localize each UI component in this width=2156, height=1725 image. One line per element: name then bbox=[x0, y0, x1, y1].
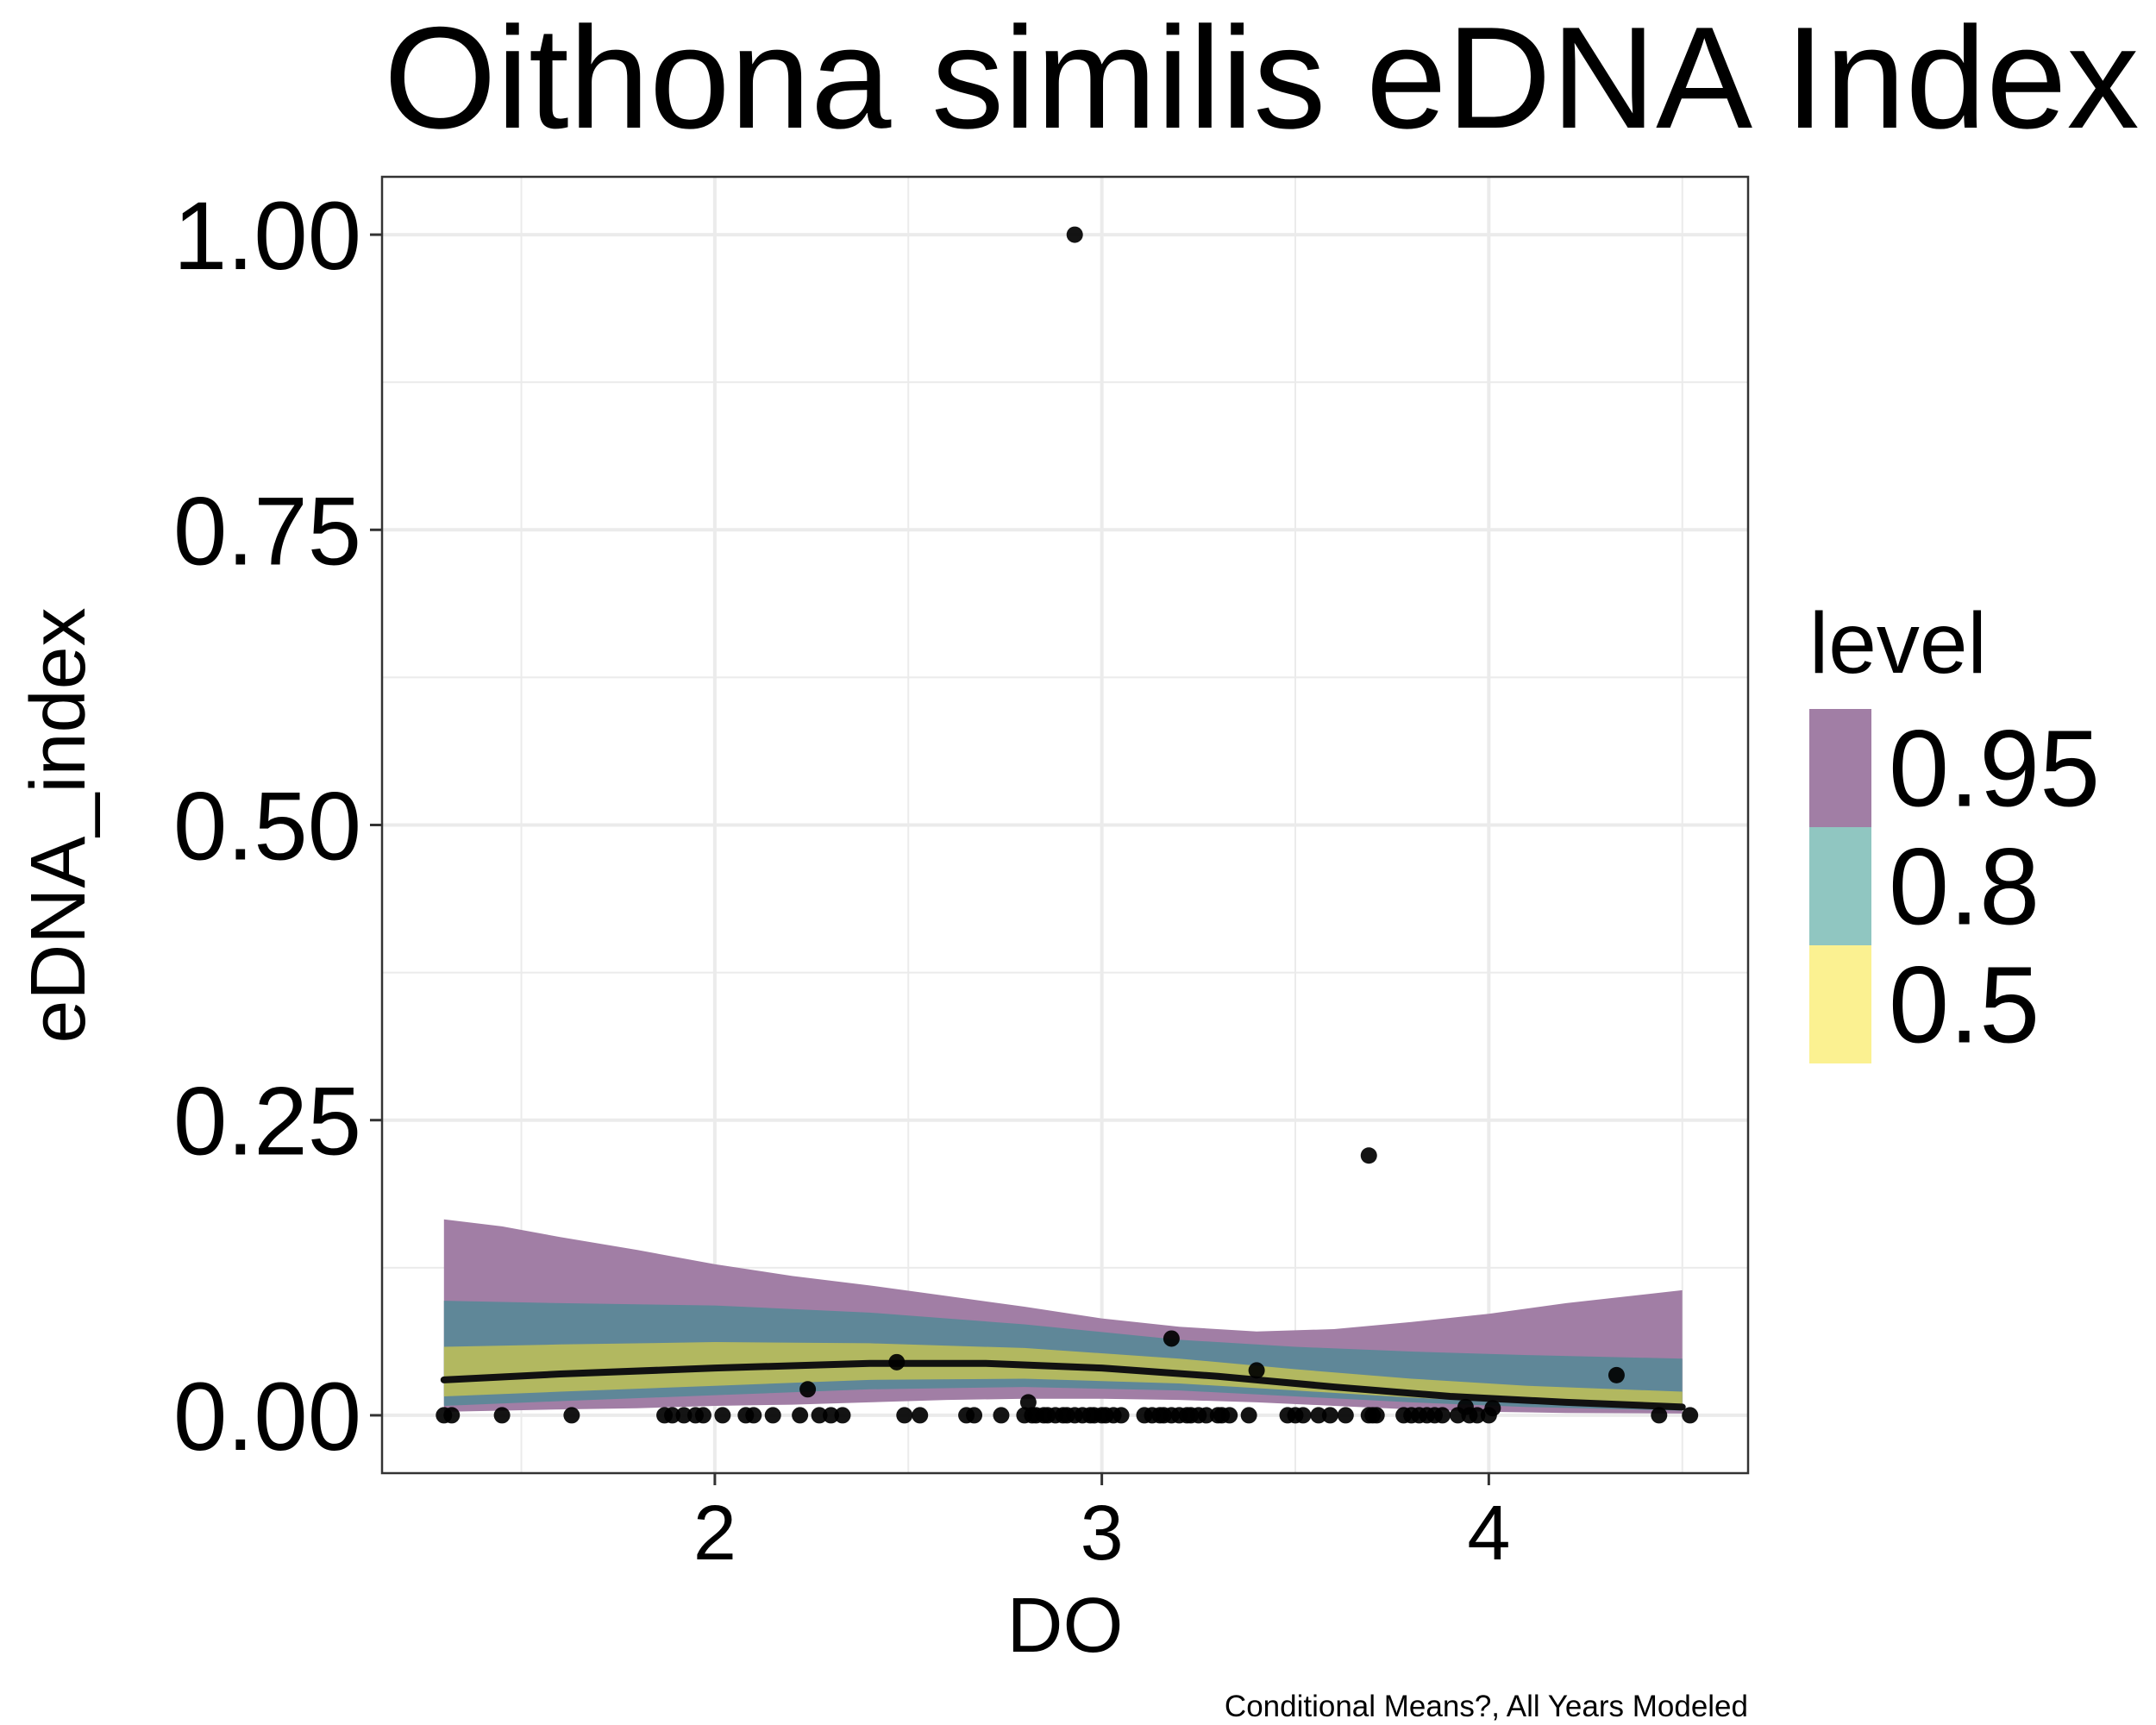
data-point bbox=[1112, 1407, 1130, 1424]
data-point bbox=[799, 1381, 817, 1398]
data-point bbox=[823, 1407, 840, 1424]
data-point bbox=[1368, 1407, 1385, 1424]
data-point bbox=[1248, 1362, 1265, 1379]
major-gridlines bbox=[382, 177, 1748, 1473]
legend-label: 0.95 bbox=[1889, 708, 2100, 830]
median-line bbox=[440, 1359, 1686, 1411]
data-point bbox=[1337, 1407, 1354, 1424]
data-point bbox=[1198, 1407, 1215, 1424]
legend-key-095 bbox=[1809, 709, 1871, 827]
data-point bbox=[993, 1407, 1010, 1424]
legend: level 0.950.80.5 bbox=[1809, 595, 2100, 1066]
y-axis-title: eDNA_index bbox=[16, 607, 102, 1043]
data-point bbox=[1360, 1147, 1377, 1164]
legend-label: 0.5 bbox=[1889, 944, 2040, 1066]
y-tick-label: 0.00 bbox=[173, 1363, 361, 1471]
data-point bbox=[1651, 1407, 1668, 1424]
legend-label: 0.8 bbox=[1889, 826, 2040, 948]
data-point bbox=[834, 1407, 851, 1424]
x-tick-label: 4 bbox=[1467, 1490, 1510, 1577]
data-point bbox=[764, 1407, 781, 1424]
data-point bbox=[912, 1407, 929, 1424]
x-axis-title: DO bbox=[1007, 1583, 1124, 1669]
data-point bbox=[745, 1407, 762, 1424]
median-line-group bbox=[440, 1359, 1686, 1411]
data-point bbox=[1469, 1407, 1486, 1424]
data-point bbox=[443, 1407, 461, 1424]
data-point bbox=[493, 1407, 511, 1424]
data-point bbox=[1457, 1398, 1474, 1415]
data-point bbox=[1608, 1366, 1625, 1383]
chart-title: Oithona similis eDNA Index bbox=[384, 0, 2140, 159]
data-point bbox=[1019, 1394, 1037, 1411]
x-tick-label: 3 bbox=[1081, 1490, 1124, 1577]
x-tick-label: 2 bbox=[693, 1490, 736, 1577]
data-point bbox=[1434, 1407, 1451, 1424]
data-point bbox=[888, 1353, 906, 1371]
data-point bbox=[1221, 1407, 1238, 1424]
data-point bbox=[675, 1407, 693, 1424]
legend-entries: 0.950.80.5 bbox=[1809, 708, 2100, 1066]
data-point bbox=[1682, 1407, 1699, 1424]
data-point bbox=[694, 1407, 711, 1424]
caption: Conditional Means?, All Years Modeled bbox=[1225, 1690, 1748, 1723]
data-point bbox=[896, 1407, 913, 1424]
data-point bbox=[563, 1407, 580, 1424]
legend-key-08 bbox=[1809, 827, 1871, 945]
data-point bbox=[1484, 1400, 1501, 1417]
data-point bbox=[1321, 1407, 1338, 1424]
data-point bbox=[1066, 226, 1083, 243]
legend-key-05 bbox=[1809, 945, 1871, 1063]
data-point bbox=[1163, 1330, 1180, 1347]
data-point bbox=[1310, 1407, 1327, 1424]
legend-title: level bbox=[1809, 595, 1987, 692]
y-tick-label: 0.75 bbox=[173, 477, 361, 585]
data-point bbox=[1294, 1407, 1312, 1424]
y-axis: 0.00 0.25 0.50 0.75 1.00 bbox=[173, 182, 382, 1471]
data-point bbox=[714, 1407, 731, 1424]
data-point bbox=[792, 1407, 809, 1424]
y-tick-label: 0.25 bbox=[173, 1068, 361, 1176]
data-point bbox=[664, 1407, 681, 1424]
y-tick-label: 1.00 bbox=[173, 182, 361, 290]
data-points bbox=[436, 226, 1699, 1424]
y-tick-label: 0.50 bbox=[173, 773, 361, 881]
data-point bbox=[811, 1407, 828, 1424]
x-axis: 2 3 4 bbox=[693, 1473, 1510, 1577]
data-point bbox=[966, 1407, 983, 1424]
data-point bbox=[1240, 1407, 1257, 1424]
